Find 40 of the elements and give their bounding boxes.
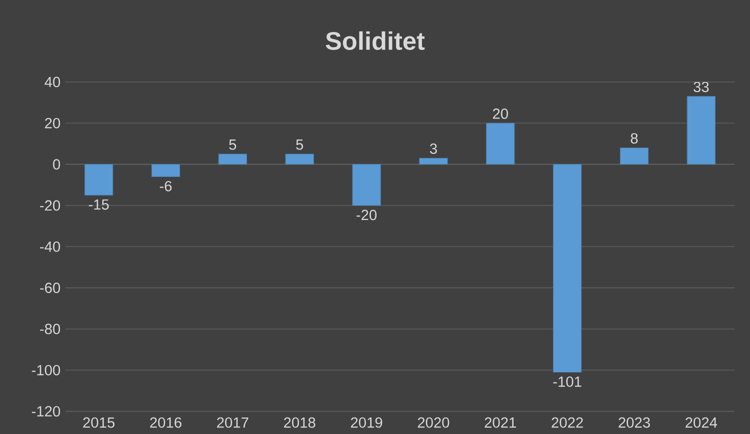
data-label: 20 xyxy=(492,108,508,119)
x-tick-label: 2017 xyxy=(217,417,248,428)
chart-title: Soliditet xyxy=(326,31,425,50)
x-tick-label: 2022 xyxy=(552,417,583,428)
data-label: 3 xyxy=(430,144,437,154)
data-label: 5 xyxy=(296,140,304,150)
y-tick-label: -20 xyxy=(40,200,60,211)
bar xyxy=(218,154,247,165)
y-tick-label: -120 xyxy=(32,406,60,417)
data-label: -15 xyxy=(88,199,109,210)
data-label: 33 xyxy=(694,82,709,92)
x-tick-label: 2023 xyxy=(618,417,650,428)
bar xyxy=(553,164,582,372)
x-tick-label: 2019 xyxy=(350,417,382,428)
data-label: 8 xyxy=(630,133,638,144)
bar xyxy=(686,96,716,165)
data-label: -6 xyxy=(160,180,172,192)
x-tick-label: 2018 xyxy=(284,417,316,428)
y-tick-label: -100 xyxy=(32,364,60,376)
data-label: -20 xyxy=(356,210,377,220)
x-tick-label: 2021 xyxy=(484,417,516,428)
y-tick-label: -60 xyxy=(40,282,60,294)
x-tick-label: 2024 xyxy=(686,417,718,428)
data-label: 5 xyxy=(229,140,236,150)
x-tick-label: 2016 xyxy=(150,417,182,428)
bar xyxy=(285,154,314,165)
bar xyxy=(419,158,448,165)
bar xyxy=(352,164,381,206)
y-tick-label: 20 xyxy=(45,118,60,128)
x-tick-label: 2020 xyxy=(418,417,450,428)
bar xyxy=(151,164,180,177)
y-tick-label: -80 xyxy=(40,324,60,334)
y-tick-label: 0 xyxy=(53,159,60,170)
y-tick-label: 40 xyxy=(44,76,60,88)
bar xyxy=(84,164,114,196)
bar xyxy=(486,122,515,165)
bar xyxy=(620,148,649,165)
data-label: -101 xyxy=(553,376,582,387)
y-tick-label: -40 xyxy=(40,241,60,252)
x-tick-label: 2015 xyxy=(83,417,114,428)
